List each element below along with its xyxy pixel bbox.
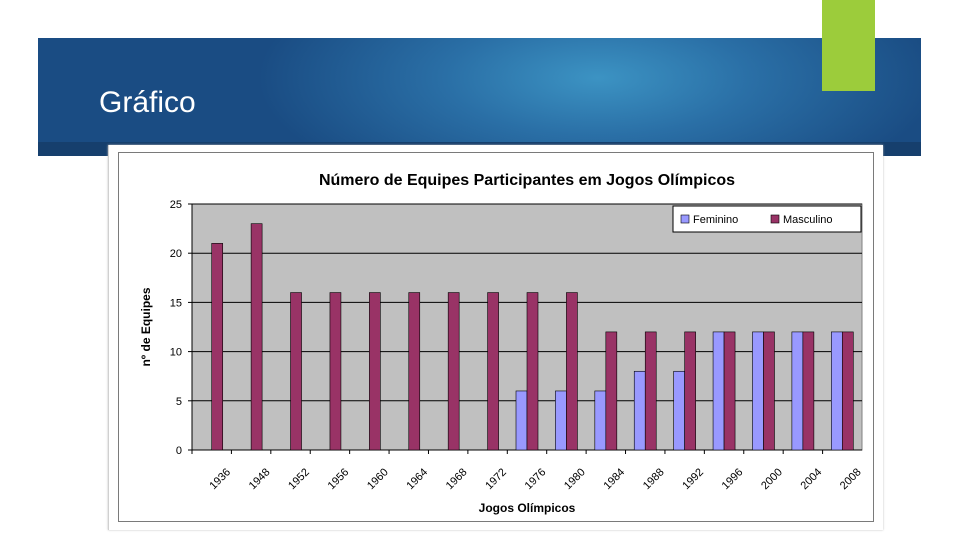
bar-masculino xyxy=(802,331,815,451)
bar-feminino xyxy=(830,331,843,451)
y-tick-label: 0 xyxy=(176,445,182,457)
legend-box xyxy=(672,205,862,233)
y-tick-label: 5 xyxy=(176,396,182,408)
bar-masculino xyxy=(211,243,224,451)
x-tick-label: 1980 xyxy=(562,466,588,492)
legend-label-masculino: Masculino xyxy=(783,214,833,226)
y-tick-label: 20 xyxy=(170,248,182,260)
bar-masculino xyxy=(763,331,775,451)
bar-masculino xyxy=(841,331,854,451)
y-axis-label: nº de Equipes xyxy=(139,287,153,366)
bar-masculino xyxy=(526,292,539,451)
x-tick-label: 1972 xyxy=(483,466,509,492)
bar-masculino xyxy=(329,292,342,451)
x-tick-label: 2004 xyxy=(799,466,825,492)
x-tick-label: 2000 xyxy=(759,466,785,492)
x-tick-label: 1936 xyxy=(207,466,233,492)
x-tick-label: 2008 xyxy=(838,466,864,492)
x-tick-label: 1992 xyxy=(680,466,706,492)
bar-masculino xyxy=(408,292,421,451)
chart-title: Número de Equipes Participantes em Jogos… xyxy=(319,172,735,189)
bar-masculino xyxy=(605,331,618,451)
x-tick-label: 1996 xyxy=(720,466,746,492)
bar-masculino xyxy=(487,292,499,451)
y-tick-label: 10 xyxy=(170,347,182,359)
bar-feminino xyxy=(633,370,646,451)
bar-masculino xyxy=(566,292,578,451)
x-tick-label: 1960 xyxy=(365,466,391,492)
bar-masculino xyxy=(290,292,302,451)
accent-bar xyxy=(822,0,875,91)
x-tick-label: 1964 xyxy=(404,466,430,492)
x-tick-label: 1976 xyxy=(523,466,549,492)
x-tick-label: 1956 xyxy=(326,466,352,492)
legend-swatch-feminino xyxy=(680,214,690,224)
bar-feminino xyxy=(555,390,567,451)
bar-feminino xyxy=(515,390,528,451)
bar-masculino xyxy=(723,331,736,451)
bar-masculino xyxy=(644,331,657,451)
x-axis-label: Jogos Olímpicos xyxy=(479,501,576,515)
bar-feminino xyxy=(594,390,607,451)
bar-feminino xyxy=(791,331,804,451)
bar-feminino xyxy=(673,370,685,451)
x-tick-label: 1948 xyxy=(247,466,273,492)
x-tick-label: 1952 xyxy=(286,466,312,492)
bar-feminino xyxy=(752,331,764,451)
x-tick-label: 1968 xyxy=(444,466,470,492)
bar-masculino xyxy=(369,292,381,451)
y-tick-label: 25 xyxy=(170,199,182,211)
bar-feminino xyxy=(712,331,725,451)
y-tick-label: 15 xyxy=(170,297,182,309)
legend-swatch-masculino xyxy=(770,214,780,224)
bar-masculino xyxy=(250,223,263,451)
bar-masculino xyxy=(684,331,696,451)
x-tick-label: 1984 xyxy=(601,466,627,492)
bar-masculino xyxy=(447,292,460,451)
x-tick-label: 1988 xyxy=(641,466,667,492)
legend-label-feminino: Feminino xyxy=(693,214,738,226)
slide-title: Gráfico xyxy=(99,86,196,119)
